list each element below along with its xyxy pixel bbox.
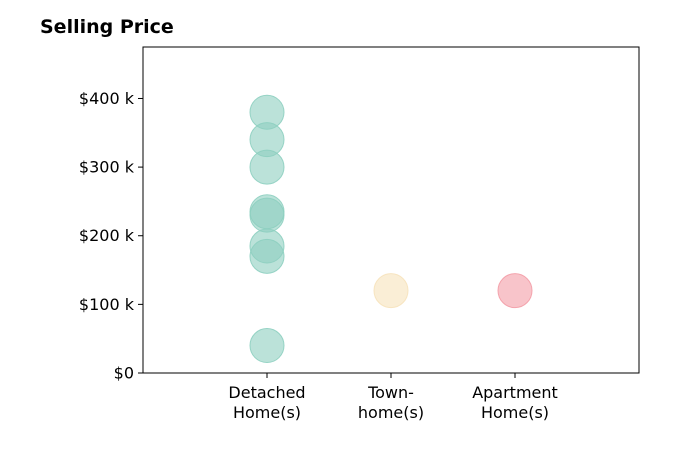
- data-point: [497, 273, 533, 309]
- data-point: [373, 273, 409, 309]
- y-tick-label: $100 k: [79, 295, 135, 314]
- y-axis: $0 $100 k $200 k $300 k $400 k: [79, 89, 143, 383]
- y-tick-label: $400 k: [79, 89, 135, 108]
- x-tick-label: Detached Home(s): [228, 383, 305, 422]
- axes-frame: [142, 46, 640, 374]
- y-tick-label: $200 k: [79, 226, 135, 245]
- y-tick-label: $300 k: [79, 158, 135, 177]
- x-tick-label: Apartment Home(s): [472, 383, 558, 422]
- points-layer: [249, 94, 533, 364]
- y-tick-label: $0: [114, 364, 134, 383]
- x-tick-label: Town-home(s): [358, 383, 424, 422]
- x-axis: Detached Home(s) Town-home(s) Apartment Home…: [228, 373, 558, 422]
- data-point: [249, 149, 285, 185]
- chart-title: Selling Price: [40, 16, 174, 38]
- data-point: [249, 328, 285, 364]
- data-point: [249, 197, 285, 233]
- data-point: [249, 238, 285, 274]
